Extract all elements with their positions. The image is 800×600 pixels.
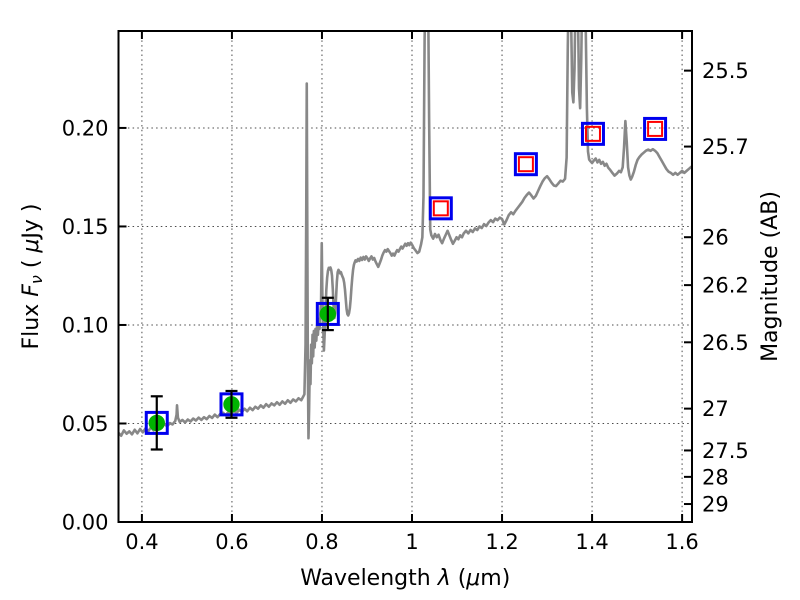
x-tick-label: 1.2 <box>485 530 518 554</box>
right-axis-title: Magnitude (AB) <box>758 191 783 362</box>
blue-square-marker <box>428 196 453 221</box>
red-square-marker <box>517 156 534 173</box>
blue-square-marker <box>643 116 668 141</box>
nir-photometry-point <box>428 196 453 221</box>
nir-photometry-point <box>643 116 668 141</box>
right-y-tick-label: 28 <box>702 465 729 489</box>
x-axis-title: Wavelength λ (μm) <box>300 566 510 591</box>
photometry-markers <box>144 116 668 451</box>
x-tick-label: 0.6 <box>215 530 248 554</box>
left-y-tick-label: 0.05 <box>62 412 109 436</box>
right-y-tick-label: 26.2 <box>702 274 749 298</box>
blue-square-marker <box>513 152 538 177</box>
spectrum-line <box>118 31 692 440</box>
x-tick-label: 0.8 <box>305 530 338 554</box>
plot-border <box>117 30 693 523</box>
right-y-tick-label: 25.7 <box>702 135 749 159</box>
spectrum-line-group <box>118 31 692 440</box>
nir-photometry-point <box>513 152 538 177</box>
axes-spines <box>117 30 693 523</box>
detection-point <box>219 389 244 419</box>
detection-point <box>315 296 340 332</box>
x-tick-label: 0.4 <box>125 530 158 554</box>
right-y-tick-label: 26 <box>702 226 729 250</box>
left-y-tick-label: 0.20 <box>62 116 109 140</box>
red-square-marker <box>432 200 449 217</box>
left-y-tick-label: 0.10 <box>62 313 109 337</box>
gridlines <box>118 31 692 522</box>
right-y-tick-label: 29 <box>702 493 729 517</box>
right-y-tick-label: 27.5 <box>702 439 749 463</box>
right-y-tick-label: 27 <box>702 397 729 421</box>
detection-point <box>144 395 169 451</box>
right-y-tick-label: 25.5 <box>702 59 749 83</box>
red-square-marker <box>647 120 664 137</box>
axis-ticks <box>118 31 692 523</box>
left-axis-title: Flux Fν ( μJy ) <box>19 204 46 350</box>
red-square-marker <box>584 125 601 142</box>
blue-square-marker <box>580 121 605 146</box>
nir-photometry-point <box>580 121 605 146</box>
axis-tick-labels: 0.4 0.6 0.8 1 1.2 1.4 1.6 0.00 0.05 0.10 0.15 0.20 2… <box>62 59 749 554</box>
x-tick-label: 1.6 <box>665 530 698 554</box>
x-tick-label: 1 <box>405 530 418 554</box>
left-y-tick-label: 0.00 <box>62 511 109 535</box>
axis-titles: Wavelength λ (μm) Flux Fν ( μJy ) Magnit… <box>19 191 783 591</box>
right-y-tick-label: 26.5 <box>702 331 749 355</box>
left-y-tick-label: 0.15 <box>62 215 109 239</box>
x-tick-label: 1.4 <box>575 530 608 554</box>
